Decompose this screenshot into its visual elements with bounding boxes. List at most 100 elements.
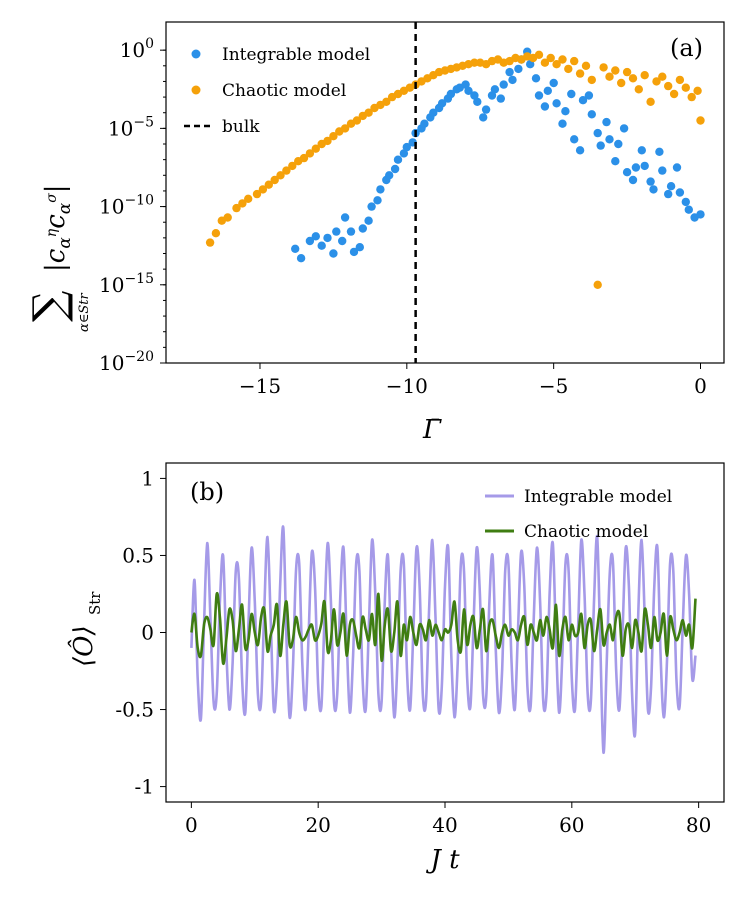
integrable-point-43 (490, 85, 500, 94)
integrable-point-29 (429, 108, 438, 117)
chaotic-point-3 (223, 213, 232, 222)
chaotic-point-0 (205, 238, 215, 247)
integrable-point-27 (420, 119, 429, 128)
b-xtick-label-1: 20 (305, 813, 330, 837)
integrable-point-77 (640, 161, 649, 171)
integrable-point-60 (567, 89, 576, 99)
chaotic-point-82 (693, 86, 702, 96)
integrable-point-4 (317, 241, 326, 250)
b-xtick-label-3: 60 (559, 813, 584, 837)
integrable-point-20 (390, 164, 400, 174)
chaotic-point-80 (681, 83, 690, 92)
panel-a-tag: (a) (670, 34, 703, 62)
legend-label-chaotic: Chaotic model (222, 81, 346, 101)
integrable-point-46 (505, 67, 514, 77)
chaotic-point-58 (552, 59, 561, 69)
chaotic-point-15 (299, 153, 309, 163)
integrable-point-70 (611, 157, 620, 166)
integrable-point-79 (649, 185, 658, 194)
integrable-point-65 (587, 110, 596, 119)
legend-label-integrable-b: Integrable model (524, 487, 672, 507)
chaotic-point-72 (634, 85, 643, 94)
panel-b: 0 20 40 60 80 1 0.5 0 -0.5 -1 (b) Integrable mod… (67, 462, 725, 875)
integrable-point-75 (631, 163, 641, 172)
legend-marker-chaotic (191, 85, 201, 95)
panel-b-y-label-sub: Str (86, 591, 104, 615)
integrable-point-71 (614, 139, 623, 149)
integrable-point-40 (479, 113, 488, 122)
integrable-point-10 (346, 227, 356, 236)
integrable-point-64 (584, 91, 594, 100)
integrable-point-41 (481, 105, 491, 114)
integrable-point-16 (373, 196, 382, 205)
integrable-point-81 (658, 166, 667, 175)
chaotic-point-1 (211, 229, 221, 238)
integrable-point-80 (655, 147, 664, 156)
integrable-point-76 (637, 146, 646, 155)
panel-a-y-label: |cαηcασ| ∑ α∈Str (24, 184, 92, 332)
integrable-point-74 (628, 175, 638, 185)
chaotic-point-5 (238, 199, 247, 208)
panel-a-legend: Integrable model Chaotic model bulk (184, 45, 370, 137)
integrable-point-61 (570, 135, 579, 144)
panel-b-y-label: ⟨Ô⟩ Str (67, 591, 104, 667)
chaotic-point-11 (276, 171, 285, 180)
a-xtick-label-2: −5 (539, 374, 568, 398)
integrable-point-0 (291, 244, 300, 253)
integrable-point-63 (578, 96, 588, 105)
chaotic-point-56 (540, 58, 550, 67)
integrable-point-23 (402, 142, 411, 152)
integrable-point-78 (646, 177, 655, 186)
chaotic-point-55 (534, 50, 544, 59)
integrable-point-7 (332, 227, 341, 236)
b-ytick-label-3: -0.5 (115, 698, 154, 722)
integrable-point-9 (340, 213, 350, 222)
integrable-point-44 (496, 94, 505, 103)
integrable-point-33 (446, 89, 456, 99)
chaotic-point-44 (470, 58, 479, 67)
integrable-point-55 (543, 86, 552, 96)
integrable-point-62 (575, 146, 585, 155)
integrable-point-67 (596, 141, 605, 150)
panel-a-y-label-prefix: |c (41, 248, 71, 272)
panel-a-plot-area (205, 22, 705, 363)
integrable-point-73 (622, 168, 632, 177)
chaotic-point-61 (570, 56, 579, 66)
integrable-point-19 (385, 171, 394, 180)
chaotic-point-7 (252, 189, 262, 199)
legend-marker-integrable (191, 49, 201, 59)
integrable-point-56 (549, 78, 558, 88)
a-ytick-label-4: 10−20 (99, 349, 154, 375)
panel-b-plot-area (190, 525, 697, 755)
integrable-point-53 (534, 91, 544, 100)
panel-a-x-label: Γ̄ (422, 415, 442, 445)
integrable-point-87 (684, 205, 693, 214)
chaotic-point-59 (558, 55, 567, 64)
integrable-point-8 (338, 236, 347, 246)
panel-b-tag: (b) (190, 478, 224, 506)
chaotic-point-66 (599, 63, 608, 72)
integrable-point-66 (593, 128, 602, 138)
chaotic-point-65 (593, 280, 602, 289)
a-ytick-label-0: 100 (120, 36, 154, 62)
integrable-point-47 (508, 75, 517, 85)
integrable-point-11 (349, 247, 359, 257)
chaotic-point-9 (264, 180, 273, 189)
chaotic-point-62 (575, 69, 585, 78)
legend-label-bulk: bulk (222, 117, 260, 137)
chaotic-point-6 (244, 194, 253, 203)
legend-label-integrable: Integrable model (222, 45, 370, 65)
b-ytick-label-1: 0.5 (122, 543, 154, 567)
panel-a: −15 −10 −5 0 100 10−5 10−10 10−15 10−20 (a) Int… (24, 21, 725, 445)
b-xtick-label-4: 80 (686, 813, 711, 837)
a-xtick-label-0: −15 (239, 374, 281, 398)
a-ytick-label-3: 10−15 (99, 271, 154, 297)
integrable-point-68 (602, 117, 611, 127)
integrable-point-12 (355, 243, 364, 252)
b-xtick-label-2: 40 (432, 813, 457, 837)
integrable-point-39 (473, 97, 482, 107)
panel-a-y-label-subscript: α∈Str (77, 292, 92, 332)
panel-b-legend: Integrable model Chaotic model (485, 487, 672, 542)
chaotic-point-73 (640, 71, 649, 80)
